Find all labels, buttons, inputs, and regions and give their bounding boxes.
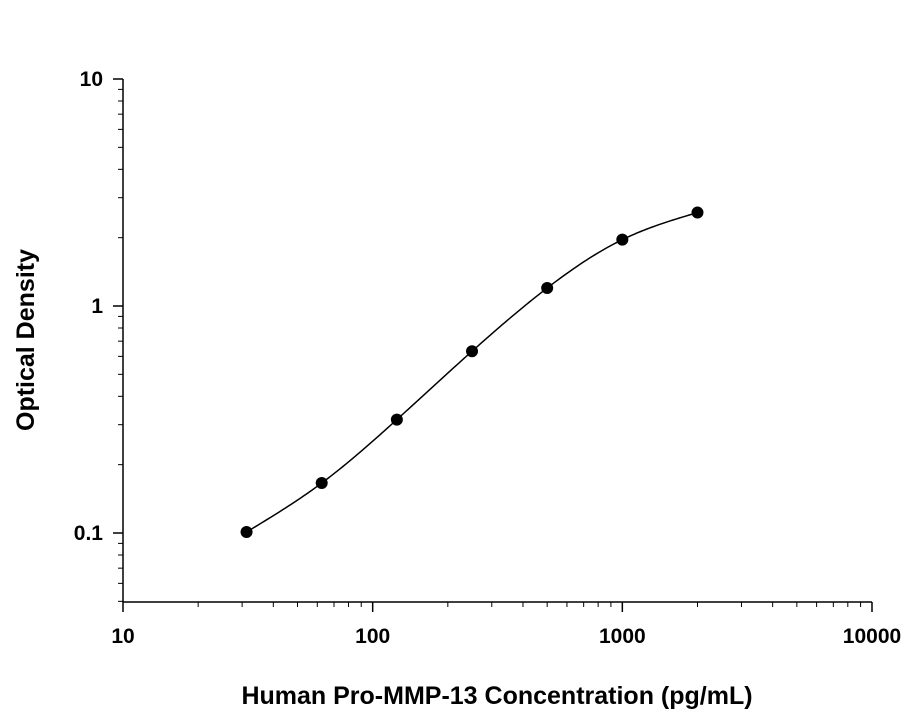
y-tick-label: 1 bbox=[91, 295, 103, 318]
data-point bbox=[541, 282, 554, 295]
data-point bbox=[315, 477, 328, 490]
x-tick-label: 10000 bbox=[843, 625, 901, 648]
axes bbox=[122, 79, 872, 603]
ticks bbox=[113, 78, 873, 612]
data-point bbox=[466, 345, 479, 358]
y-tick-label: 0.1 bbox=[74, 522, 104, 545]
data-point bbox=[240, 526, 253, 539]
fit-curve bbox=[246, 211, 698, 533]
tick-labels: 0.1 1 10 10 100 1000 10000 bbox=[74, 68, 901, 648]
x-tick-label: 1000 bbox=[599, 625, 646, 648]
data-point bbox=[691, 206, 704, 219]
x-tick-label: 10 bbox=[111, 625, 134, 648]
data-point bbox=[390, 413, 403, 426]
x-tick-label: 100 bbox=[355, 625, 390, 648]
y-axis-title: Optical Density bbox=[12, 249, 40, 431]
y-tick-label: 10 bbox=[80, 68, 103, 91]
x-axis-title: Human Pro-MMP-13 Concentration (pg/mL) bbox=[241, 682, 752, 710]
data-points bbox=[240, 206, 704, 539]
data-point bbox=[616, 233, 629, 246]
